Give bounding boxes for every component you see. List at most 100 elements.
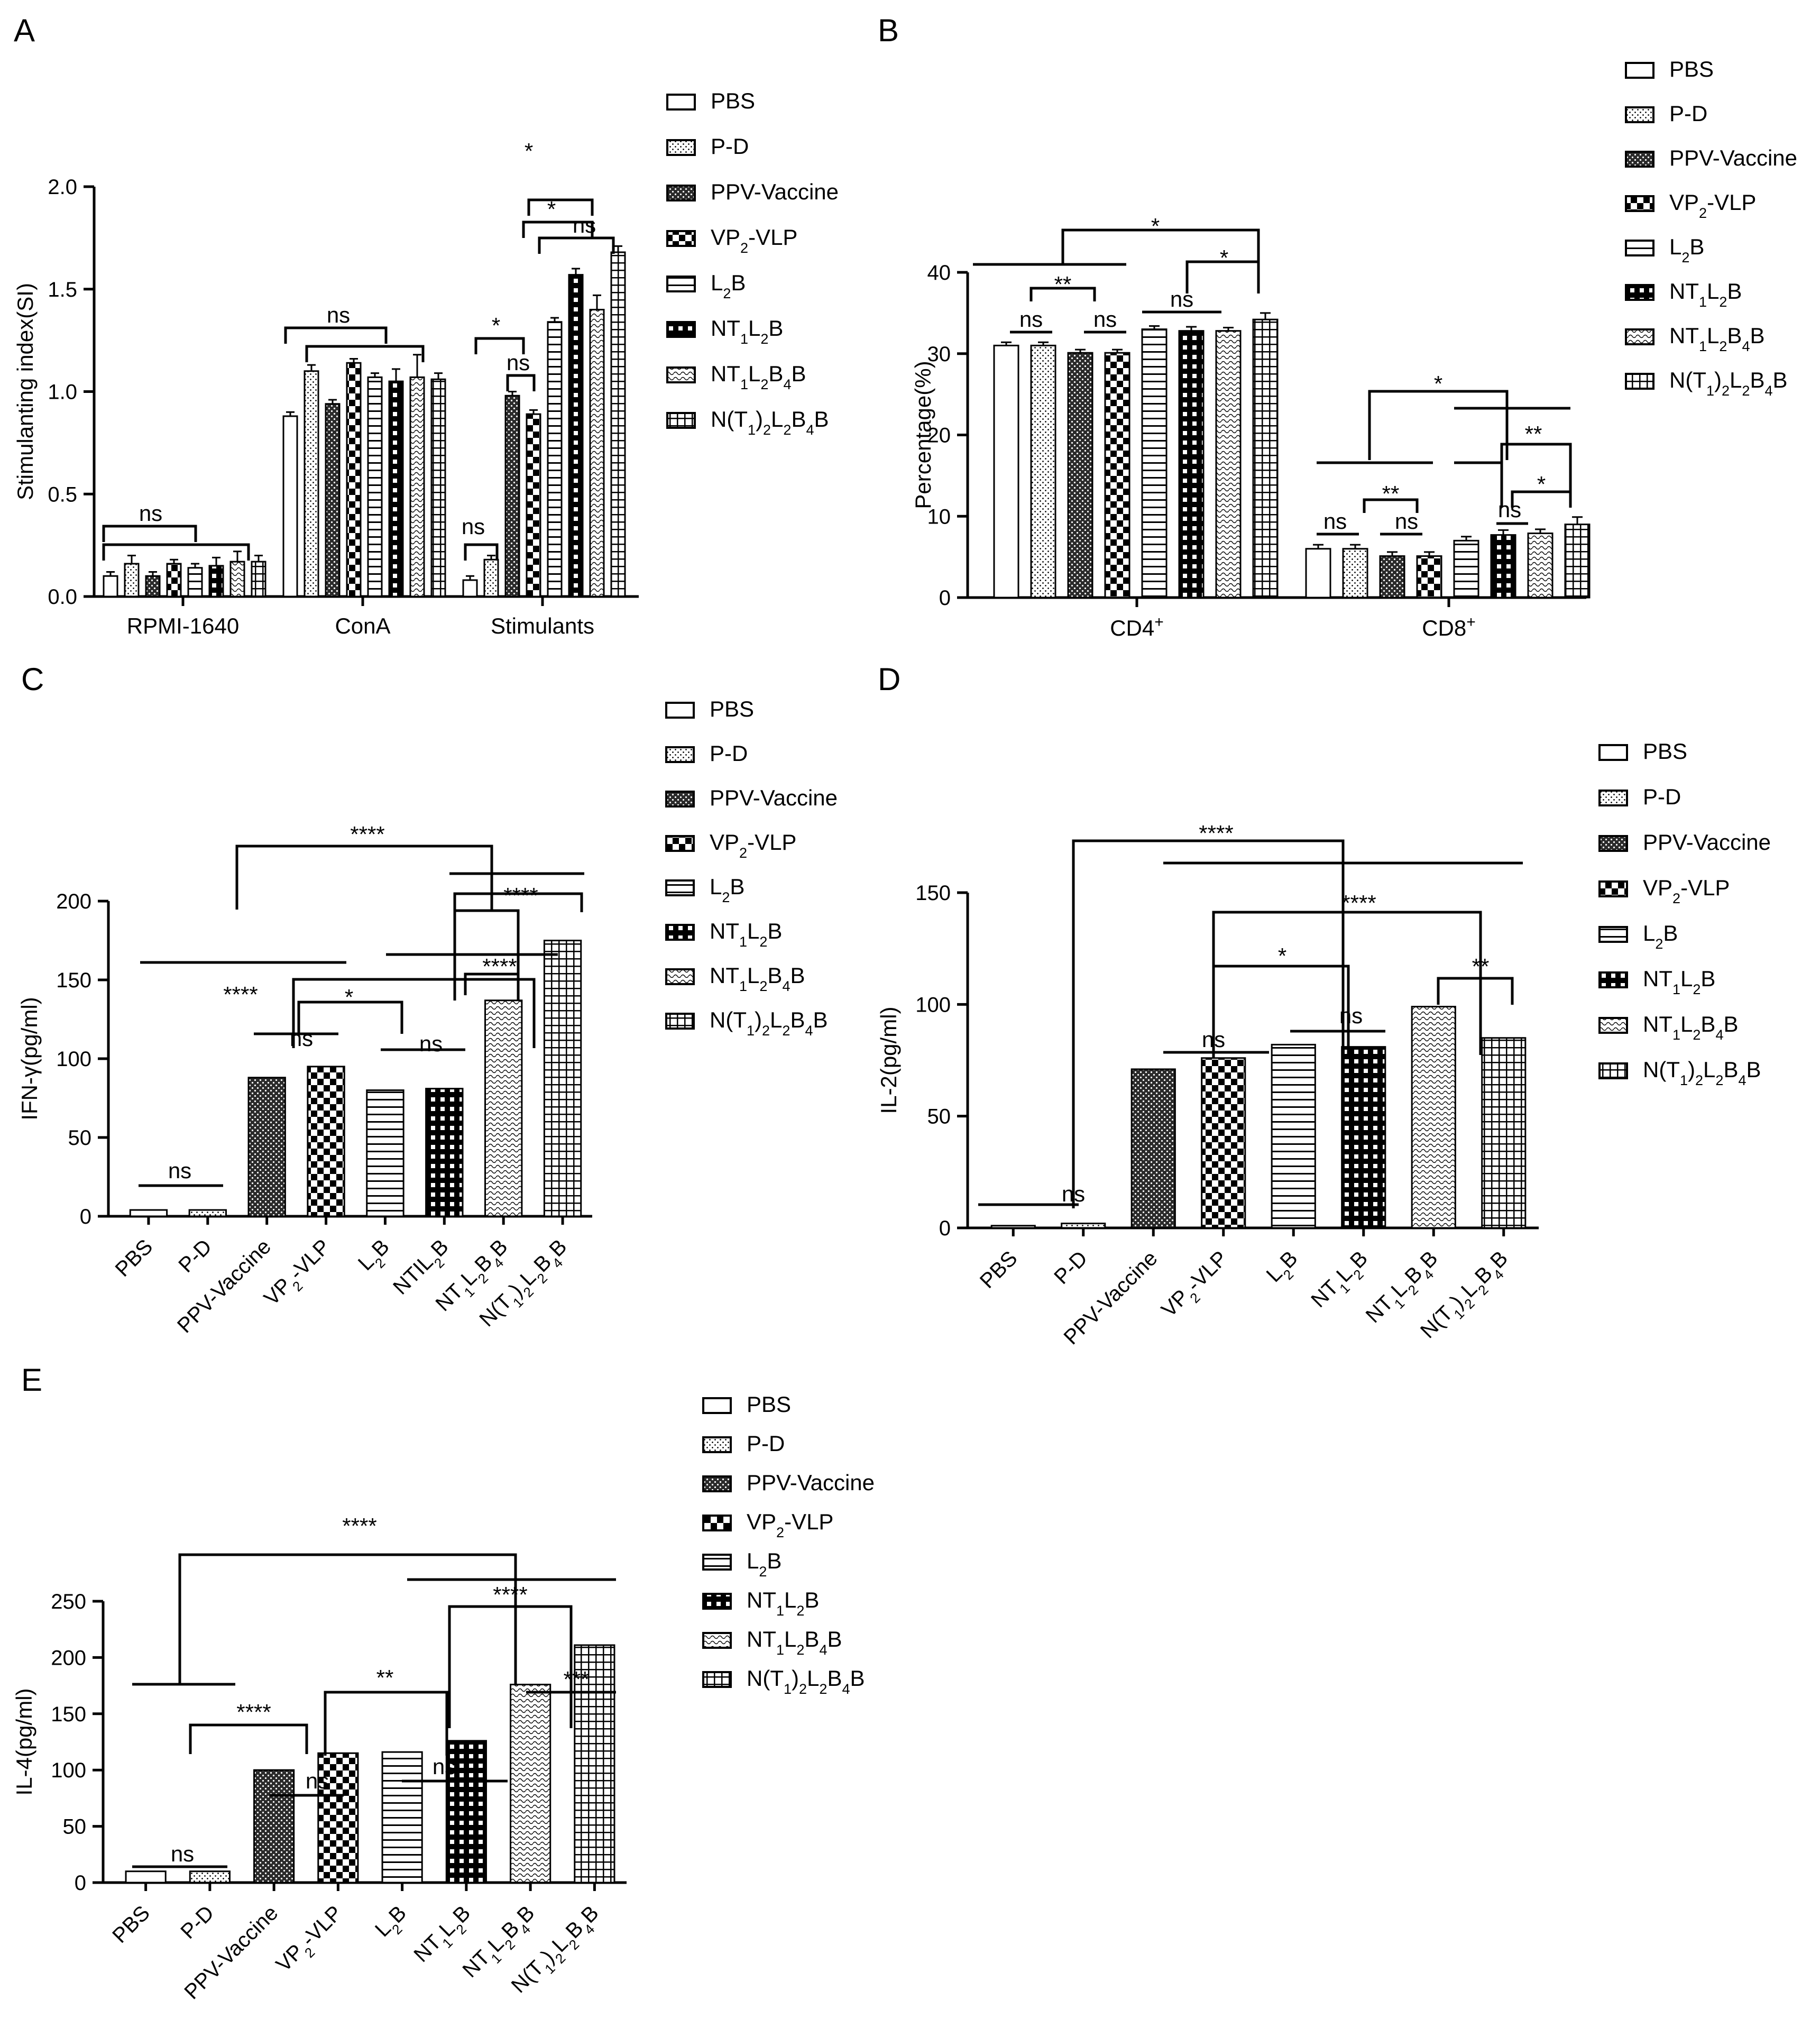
y-tick-label: 50 bbox=[63, 1815, 87, 1839]
legend-swatch bbox=[702, 1554, 732, 1571]
legend-label: PBS bbox=[711, 88, 755, 113]
bar bbox=[1416, 555, 1442, 599]
legend-label: NT1L2B bbox=[710, 919, 782, 950]
legend-label: P-D bbox=[711, 134, 749, 159]
bracket-line bbox=[453, 892, 583, 912]
legend-label: PPV-Vaccine bbox=[1669, 145, 1797, 170]
significance-bracket bbox=[1212, 965, 1350, 1059]
legend-label: PBS bbox=[1669, 57, 1714, 81]
significance-label: ns bbox=[573, 213, 596, 237]
bar bbox=[543, 940, 582, 1217]
significance-bracket bbox=[453, 909, 520, 1001]
significance-label: ns bbox=[1170, 287, 1193, 311]
legend-label: PBS bbox=[1643, 739, 1687, 764]
bar bbox=[1104, 352, 1130, 599]
legend: PBS P-D PPV-Vaccine VP2-VLP L2B NT1L2B NT1L2B4… bbox=[1598, 739, 1771, 1088]
bracket-line bbox=[297, 1001, 403, 1034]
significance-label: ns bbox=[1093, 307, 1117, 332]
bar bbox=[526, 413, 541, 598]
y-axis: 0 10 20 30 40 bbox=[927, 261, 969, 610]
significance-label: * bbox=[1537, 472, 1546, 497]
x-category-label: Stimulants bbox=[491, 613, 594, 638]
significance-bracket bbox=[305, 345, 425, 362]
bar bbox=[1141, 328, 1168, 599]
significance-bracket bbox=[1072, 839, 1345, 1208]
bracket-line bbox=[474, 337, 525, 354]
y-tick-label: 50 bbox=[68, 1126, 92, 1150]
legend-swatch bbox=[665, 968, 695, 985]
bar bbox=[325, 403, 341, 598]
bracket-line bbox=[1061, 228, 1260, 264]
bracket-line bbox=[1363, 498, 1419, 513]
y-axis-title: IFN-γ(pg/ml) bbox=[17, 997, 42, 1120]
significance-label: ns bbox=[1395, 509, 1418, 534]
significance-label: **** bbox=[493, 1582, 527, 1607]
y-tick-label: 0.5 bbox=[48, 483, 77, 506]
significance-label: ns bbox=[290, 1026, 313, 1051]
legend-swatch bbox=[1598, 744, 1628, 761]
bar bbox=[1481, 1037, 1527, 1229]
significance-label: ns bbox=[462, 514, 485, 539]
significance-label: ns bbox=[1498, 497, 1521, 522]
legend-label: PPV-Vaccine bbox=[1643, 830, 1771, 855]
legend-label: L2B bbox=[747, 1548, 782, 1580]
legend-label: L2B bbox=[1669, 234, 1704, 265]
bar bbox=[1067, 352, 1093, 599]
legend-label: PBS bbox=[747, 1392, 791, 1417]
bracket-line bbox=[1437, 977, 1514, 1005]
significance-bracket bbox=[102, 525, 197, 542]
bracket-line bbox=[522, 221, 594, 238]
legend-label: PPV-Vaccine bbox=[710, 785, 838, 810]
bar bbox=[381, 1751, 423, 1884]
legend-swatch bbox=[702, 1475, 732, 1492]
y-tick-label: 2.0 bbox=[48, 176, 77, 199]
bar bbox=[589, 309, 605, 598]
x-category-label: RPMI-1640 bbox=[127, 613, 239, 638]
legend-swatch bbox=[666, 321, 696, 338]
bar bbox=[1178, 330, 1205, 599]
x-category-label: VP2-VLP bbox=[272, 1901, 351, 1980]
significance-label: **** bbox=[1341, 891, 1376, 915]
legend-swatch bbox=[1598, 926, 1628, 943]
bar bbox=[504, 394, 520, 598]
significance-label: **** bbox=[482, 954, 517, 979]
bracket-line bbox=[1185, 260, 1260, 293]
bracket-line bbox=[1030, 287, 1096, 301]
legend-swatch bbox=[665, 924, 695, 941]
x-category-label: P-D bbox=[1050, 1246, 1092, 1289]
legend-label: P-D bbox=[1669, 101, 1707, 126]
y-tick-label: 200 bbox=[56, 890, 91, 913]
significance-label: **** bbox=[350, 822, 384, 847]
panel-a: A 0.0 0.5 1.0 1.5 2.0 Stimulanting index(SI) RP… bbox=[13, 13, 839, 638]
bracket-line bbox=[189, 1723, 308, 1754]
y-tick-label: 200 bbox=[51, 1646, 86, 1669]
y-tick-label: 1.5 bbox=[48, 278, 77, 301]
bar bbox=[1215, 330, 1242, 599]
y-axis: 0 50 100 150 bbox=[915, 882, 969, 1240]
legend-label: L2B bbox=[710, 874, 744, 905]
panel-label: E bbox=[21, 1362, 42, 1398]
significance-bracket bbox=[522, 221, 594, 238]
bar bbox=[990, 1225, 1036, 1229]
legend-swatch bbox=[1625, 106, 1654, 123]
significance-bracket bbox=[1437, 977, 1514, 1005]
legend-swatch bbox=[1598, 1062, 1628, 1079]
significance-bracket bbox=[178, 1553, 517, 1684]
significance-bracket bbox=[1500, 443, 1572, 508]
bar bbox=[1342, 548, 1368, 599]
legend-label: N(T1)2L2B4B bbox=[1669, 368, 1788, 399]
significance-label: **** bbox=[223, 982, 258, 1007]
bar bbox=[388, 380, 404, 598]
bar bbox=[129, 1209, 168, 1217]
y-tick-label: 250 bbox=[51, 1590, 86, 1613]
bar bbox=[1341, 1046, 1386, 1229]
bracket-line bbox=[1072, 839, 1345, 1208]
bar bbox=[189, 1870, 231, 1884]
significance-label: ns bbox=[419, 1031, 443, 1056]
significance-label: ** bbox=[376, 1665, 394, 1690]
y-tick-label: 100 bbox=[51, 1759, 86, 1782]
bar bbox=[1130, 1068, 1176, 1229]
legend-swatch bbox=[702, 1671, 732, 1688]
significance-bracket bbox=[235, 845, 493, 910]
